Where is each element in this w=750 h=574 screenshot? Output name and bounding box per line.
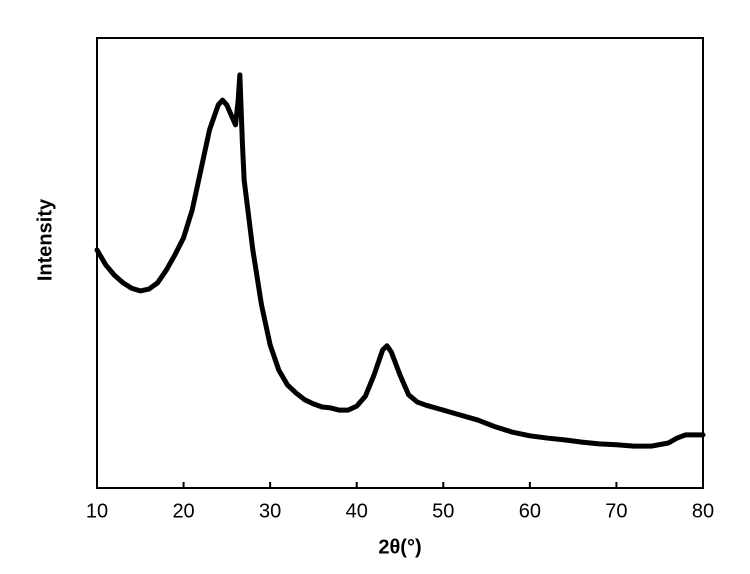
x-tick-label: 10 [86, 500, 108, 522]
x-tick-label: 80 [692, 500, 714, 522]
x-tick-label: 30 [259, 500, 281, 522]
x-axis-title: 2θ(°) [378, 536, 421, 558]
y-axis-title: Intensity [34, 198, 56, 281]
x-tick-label: 20 [172, 500, 194, 522]
data-line [94, 72, 706, 449]
x-tick-label: 70 [605, 500, 627, 522]
x-tick-label: 50 [432, 500, 454, 522]
plot-frame [96, 37, 704, 489]
x-tick-label: 40 [346, 500, 368, 522]
x-tick-label: 60 [519, 500, 541, 522]
